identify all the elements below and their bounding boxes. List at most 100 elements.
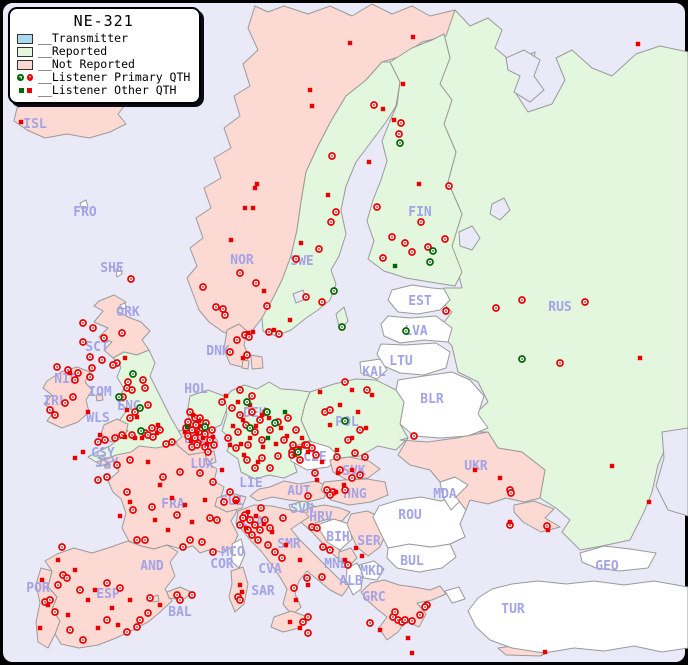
country-label-rou: ROU xyxy=(398,508,422,523)
listener-other-qth-marker xyxy=(409,650,415,656)
listener-other-qth-marker xyxy=(314,477,320,483)
listener-other-qth-marker xyxy=(646,499,652,505)
legend-item-label: __Not Reported xyxy=(38,57,135,71)
listener-other-qth-marker xyxy=(124,407,130,413)
listener-primary-qth-dot xyxy=(351,477,353,479)
listener-primary-qth-dot xyxy=(316,527,318,529)
listener-primary-qth-dot xyxy=(255,282,257,284)
country-label-hol: HOL xyxy=(184,382,208,397)
listener-primary-qth-dot xyxy=(254,524,256,526)
listener-other-qth-marker xyxy=(245,509,251,515)
listener-primary-qth-dot xyxy=(187,435,189,437)
country-label-svn: SVN xyxy=(290,502,314,517)
listener-other-qth-marker xyxy=(635,41,641,47)
listener-primary-qth-dot xyxy=(251,395,253,397)
listener-primary-qth-dot xyxy=(246,401,248,403)
listener-primary-qth-dot xyxy=(196,444,198,446)
country-alb xyxy=(345,562,364,596)
listener-primary-qth-dot xyxy=(74,379,76,381)
listener-other-qth-marker xyxy=(97,432,103,438)
listener-other-qth-marker xyxy=(72,567,78,573)
listener-primary-qth-dot xyxy=(510,492,512,494)
listener-other-qth-marker xyxy=(235,399,241,405)
country-label-fra: FRA xyxy=(161,497,185,512)
country-label-she: SHE xyxy=(100,261,123,276)
listener-other-qth-marker xyxy=(309,103,315,109)
listener-primary-qth-dot xyxy=(149,597,151,599)
listener-other-qth-marker xyxy=(253,423,259,429)
listener-other-qth-marker xyxy=(542,649,548,655)
listener-primary-qth-dot xyxy=(56,366,58,368)
country-mkd xyxy=(358,560,385,581)
listener-other-qth-marker xyxy=(335,470,341,476)
listener-other-qth-marker xyxy=(223,393,229,399)
listener-primary-qth-dot xyxy=(204,446,206,448)
listener-other-qth-marker xyxy=(327,422,333,428)
listener-primary-qth-dot xyxy=(130,278,132,280)
listener-primary-qth-dot xyxy=(336,456,338,458)
country-label-lva: LVA xyxy=(404,324,428,339)
listener-primary-qth-dot xyxy=(269,467,271,469)
listener-primary-qth-dot xyxy=(318,248,320,250)
listener-primary-qth-dot xyxy=(445,310,447,312)
country-gsy xyxy=(98,454,105,460)
listener-other-qth-marker xyxy=(241,452,247,458)
listener-other-qth-marker xyxy=(227,442,233,448)
listener-other-qth-marker xyxy=(127,597,133,603)
listener-primary-qth-dot xyxy=(202,286,204,288)
listener-other-qth-marker xyxy=(117,513,123,519)
listener-other-qth-marker xyxy=(65,612,71,618)
country-label-mkd: MKD xyxy=(360,564,384,579)
listener-other-qth-marker xyxy=(243,525,249,531)
listener-other-qth-marker xyxy=(341,482,347,488)
listener-other-qth-marker xyxy=(284,433,290,439)
listener-other-qth-marker xyxy=(210,434,216,440)
listener-primary-qth-dot xyxy=(311,447,313,449)
listener-primary-qth-dot xyxy=(118,396,120,398)
listener-primary-qth-dot xyxy=(237,431,239,433)
listener-primary-qth-dot xyxy=(165,443,167,445)
listener-other-qth-marker xyxy=(245,330,251,336)
listener-primary-qth-dot xyxy=(204,426,206,428)
listener-primary-qth-dot xyxy=(429,261,431,263)
listener-primary-qth-dot xyxy=(299,459,301,461)
listener-other-qth-marker xyxy=(377,627,383,633)
country-label-grc: GRC xyxy=(362,590,385,605)
listener-primary-qth-dot xyxy=(347,564,349,566)
listener-primary-qth-dot xyxy=(259,529,261,531)
legend-area-items: __Transmitter __Reported __Not Reported xyxy=(17,32,190,71)
legend-item-label: __Listener Primary QTH xyxy=(38,70,191,84)
listener-other-qth-marker xyxy=(139,435,145,441)
listener-primary-qth-dot xyxy=(136,626,138,628)
country-label-gsy: GSY xyxy=(91,446,115,461)
legend-item-listener-other-qth: __Listener Other QTH xyxy=(17,84,190,97)
listener-primary-qth-dot xyxy=(324,411,326,413)
listener-primary-qth-dot xyxy=(191,446,193,448)
listener-primary-qth-dot xyxy=(229,491,231,493)
listener-primary-qth-dot xyxy=(199,417,201,419)
listener-primary-qth-dot xyxy=(82,639,84,641)
listener-other-qth-marker xyxy=(247,402,253,408)
country-label-and: AND xyxy=(140,559,164,574)
listener-other-qth-marker xyxy=(353,545,359,551)
listener-primary-qth-dot xyxy=(400,122,402,124)
listener-primary-qth-dot xyxy=(282,517,284,519)
listener-primary-qth-dot xyxy=(67,369,69,371)
country-label-nir: NIR xyxy=(54,372,78,387)
listener-primary-qth-dot xyxy=(257,539,259,541)
country-ork xyxy=(119,302,127,310)
listener-primary-qth-dot xyxy=(397,619,399,621)
listener-other-qth-marker xyxy=(349,467,355,473)
listener-primary-qth-dot xyxy=(404,242,406,244)
country-label-bal: BAL xyxy=(168,605,192,620)
listener-other-qth-marker xyxy=(282,409,288,415)
listener-primary-qth-dot xyxy=(420,221,422,223)
listener-primary-qth-dot xyxy=(62,574,64,576)
listener-primary-qth-dot xyxy=(91,367,93,369)
listener-primary-qth-dot xyxy=(339,469,341,471)
listener-primary-qth-dot xyxy=(264,519,266,521)
listener-other-qth-marker xyxy=(317,389,323,395)
country-label-bih: BIH xyxy=(326,530,349,545)
listener-other-qth-marker xyxy=(85,597,91,603)
listener-other-qth-marker xyxy=(39,577,45,583)
